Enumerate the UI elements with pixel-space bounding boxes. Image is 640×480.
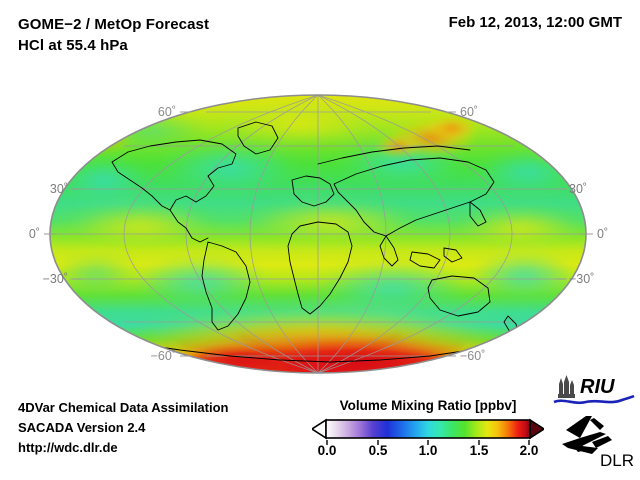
colorbar-under-arrow: [310, 418, 327, 440]
title-block: GOME−2 / MetOp Forecast HCl at 55.4 hPa: [18, 14, 209, 57]
lat-label-right-60: 60˚: [460, 105, 478, 119]
colorbar-tick-3: 1.5: [469, 443, 489, 458]
colorbar: [310, 418, 546, 440]
colorbar-tick-1: 0.5: [368, 443, 388, 458]
map-coastlines: [111, 121, 519, 363]
lat-label-left-30: 30˚: [50, 182, 68, 196]
colorbar-over-arrow: [529, 418, 546, 440]
wave-icon: [553, 394, 635, 405]
cathedral-icon: [558, 375, 575, 398]
map-latitude-axis: 60˚ 30˚ 0˚ −30˚ −60˚ 60˚ 30˚ 0˚ −30˚ −60…: [29, 105, 608, 363]
dlr-logo-svg: DLR: [562, 416, 634, 470]
dlr-logo: DLR: [556, 412, 636, 470]
footer-credits: 4DVar Chemical Data Assimilation SACADA …: [18, 398, 229, 458]
riu-logo: RIU: [552, 374, 636, 408]
global-map-visualization: 60˚ 30˚ 0˚ −30˚ −60˚ 60˚ 30˚ 0˚ −30˚ −60…: [29, 94, 608, 374]
riu-logo-svg: RIU: [553, 375, 635, 405]
colorbar-gradient: [325, 419, 531, 439]
riu-wordmark: RIU: [580, 376, 615, 398]
lat-label-left-60: 60˚: [158, 105, 176, 119]
page-title-primary: GOME−2 / MetOp Forecast: [18, 16, 210, 33]
lat-label-right-30: 30˚: [569, 182, 587, 196]
footer-line-url[interactable]: http://wdc.dlr.de: [18, 440, 118, 456]
dlr-mark-icon: [562, 416, 612, 454]
colorbar-tick-2: 1.0: [418, 443, 438, 458]
lat-label-right-minus60: −60˚: [460, 349, 485, 363]
lat-label-right-0: 0˚: [597, 227, 608, 241]
page-title-secondary: HCl at 55.4 hPa: [18, 37, 128, 55]
colorbar-block: Volume Mixing Ratio [ppbv] 0.0 0.5 1.0 1…: [310, 398, 546, 458]
colorbar-title: Volume Mixing Ratio [ppbv]: [339, 398, 517, 413]
colorbar-tick-axis: 0.0 0.5 1.0 1.5 2.0: [312, 440, 544, 458]
dlr-wordmark: DLR: [600, 451, 634, 470]
colorbar-svg: [310, 418, 546, 440]
map-panel: 60˚ 30˚ 0˚ −30˚ −60˚ 60˚ 30˚ 0˚ −30˚ −60…: [0, 76, 640, 388]
footer-line-method: 4DVar Chemical Data Assimilation: [18, 400, 229, 415]
colorbar-tick-4: 2.0: [519, 443, 539, 458]
lat-label-left-minus60: −60˚: [151, 349, 176, 363]
colorbar-tick-0: 0.0: [317, 443, 337, 458]
lat-label-left-0: 0˚: [29, 227, 40, 241]
map-graticule: [50, 95, 586, 373]
lat-label-left-minus30: −30˚: [43, 272, 68, 286]
footer-line-version: SACADA Version 2.4: [18, 420, 146, 436]
map-data-field: [50, 95, 586, 373]
lat-label-right-minus30: −30˚: [569, 272, 594, 286]
timestamp-label: Feb 12, 2013, 12:00 GMT: [448, 14, 622, 31]
colorbar-tick-marks: [326, 440, 530, 445]
